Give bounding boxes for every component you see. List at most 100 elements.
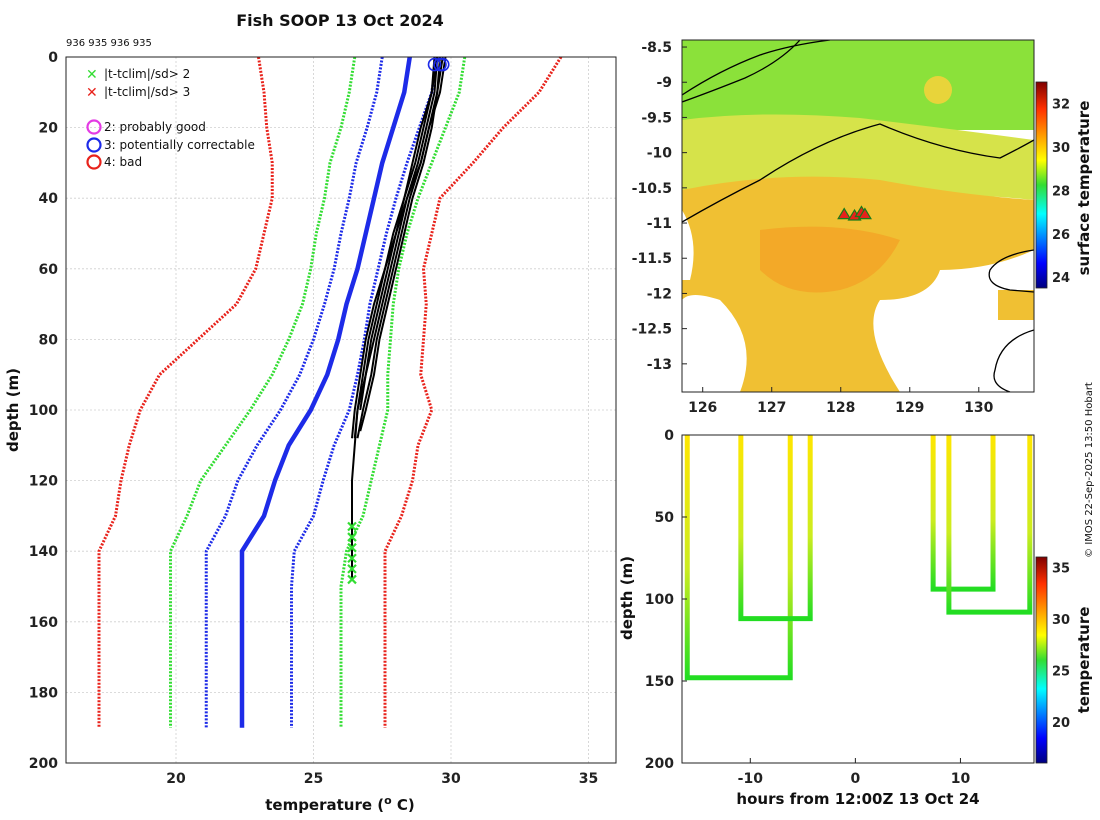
- drop-ids: 936 935 936 935: [66, 38, 152, 49]
- map-panel: 126 127 128 129 130 -8.5 -9 -9.5 -10 -10.5 -11 -11.…: [632, 39, 1093, 416]
- station-marker: [837, 207, 852, 220]
- legend-flag4-circle: [86, 154, 102, 170]
- map-y-tick: -11.5: [632, 251, 672, 267]
- map-ticks: 126 127 128 129 130 -8.5 -9 -9.5 -10 -10.5 -11 -11.…: [632, 40, 994, 416]
- profile-x-label-sup: o: [384, 794, 392, 807]
- sst-north-band: [682, 40, 1034, 130]
- temperature-colorbar-label: temperature: [1075, 607, 1093, 714]
- legend-flag3-circle: [86, 137, 102, 153]
- profile-y-tick: 200: [29, 756, 58, 772]
- timeline-drops: [684, 435, 1033, 681]
- profile-panel: 20 25 30 35 0 20 40 60 80 100 120 140 160 180 200 dept…: [4, 50, 617, 814]
- sst-colorbar-label: surface temperature: [1075, 101, 1093, 276]
- profile-y-tick: 180: [29, 685, 58, 701]
- timeline-x-tick: -10: [738, 771, 764, 787]
- map-frame: [681, 39, 1035, 393]
- legend-sd2-label: |t-tclim|/sd> 2: [104, 67, 190, 81]
- map-y-tick: -10.5: [632, 181, 672, 197]
- map-x-tick: 128: [826, 400, 855, 416]
- sst-colorbar: [1035, 81, 1048, 289]
- profile-x-tick: 20: [166, 771, 186, 787]
- coastline-north: [682, 40, 831, 96]
- timeline-y-tick: 100: [645, 592, 674, 608]
- profile-line-2: [351, 56, 436, 439]
- profile-x-label: temperature (o C): [265, 794, 415, 814]
- flagged-point: [347, 574, 357, 585]
- map-y-tick: -9: [656, 75, 672, 91]
- map-x-tick: 129: [895, 400, 924, 416]
- profile-line-3: [359, 56, 444, 432]
- climatology-mean: [239, 56, 412, 728]
- legend-red-x: ✕: [86, 85, 98, 101]
- profile-y-tick: 100: [29, 403, 58, 419]
- sst-colorbar-ticks: 24 26 28 30 32: [1052, 98, 1070, 286]
- sst-warm-patch: [924, 76, 952, 104]
- climatology-plus3: [383, 56, 563, 728]
- profile-axes-frame: [65, 56, 617, 764]
- coastline-north-2: [682, 40, 801, 103]
- sst-warm-core: [760, 226, 900, 293]
- timeline-y-label: depth (m): [618, 556, 636, 640]
- climatology-minus3: [97, 56, 274, 728]
- credit-text: © IMOS 22-Sep-2025 13:50 Hobart: [1084, 382, 1095, 558]
- profile-grid: [66, 56, 616, 764]
- flagged-point: [347, 532, 357, 542]
- timeline-plot-area: [682, 435, 1034, 763]
- map-y-tick: -12: [647, 286, 672, 302]
- sst-colorbar-tick: 28: [1052, 184, 1070, 199]
- ridge-contour: [682, 123, 1034, 223]
- drop-trace-3: [946, 435, 1033, 615]
- profile-y-tick: 0: [48, 50, 58, 66]
- profile-x-tick: 30: [441, 771, 461, 787]
- flagged-point: [347, 564, 357, 574]
- station-marker: [857, 207, 872, 220]
- legend-flag2-circle: [86, 119, 102, 135]
- profile-y-tick: 20: [39, 121, 59, 137]
- sst-colorbar-tick: 24: [1052, 271, 1070, 286]
- map-x-tick: 130: [964, 400, 993, 416]
- drop-trace-2: [930, 435, 996, 592]
- cloud-gap-east: [940, 300, 1034, 392]
- profile-y-tick: 40: [39, 191, 59, 207]
- profile-x-tick: 35: [579, 771, 598, 787]
- figure-title: Fish SOOP 13 Oct 2024: [236, 11, 444, 30]
- climatology-plus1: [290, 56, 439, 728]
- sst-colorbar-tick: 30: [1052, 141, 1070, 156]
- timeline-x-label: hours from 12:00Z 13 Oct 24: [736, 790, 979, 808]
- map-stations: [837, 205, 872, 221]
- profile-x-tick: 25: [304, 771, 323, 787]
- legend-flag4-label: 4: bad: [104, 155, 142, 169]
- legend-sd3-label: |t-tclim|/sd> 3: [104, 85, 190, 99]
- map-y-tick: -10: [647, 146, 673, 162]
- profile-line-4: [351, 56, 439, 580]
- profile-line-5: [359, 56, 447, 411]
- drop-trace-1: [738, 435, 813, 622]
- map-y-tick: -12.5: [632, 322, 672, 338]
- timeline-y-tick: 150: [645, 674, 674, 690]
- legend-green-x: ✕: [86, 67, 98, 83]
- profile-x-label-end: C): [392, 796, 415, 814]
- temperature-colorbar-tick: 30: [1052, 613, 1070, 628]
- timeline-y-tick: 0: [664, 428, 674, 444]
- temperature-colorbar-tick: 20: [1052, 716, 1070, 731]
- temperature-colorbar-tick: 25: [1052, 664, 1070, 679]
- flagged-point: [347, 521, 357, 532]
- legend-flag2-label: 2: probably good: [104, 120, 206, 134]
- temperature-colorbar-tick: 35: [1052, 561, 1070, 576]
- map-y-tick: -8.5: [641, 40, 672, 56]
- map-y-tick: -9.5: [641, 110, 672, 126]
- cloud-gap-west: [682, 210, 694, 280]
- profile-y-tick: 80: [39, 332, 59, 348]
- sst-colorbar-tick: 32: [1052, 98, 1070, 113]
- temperature-colorbar: [1035, 556, 1048, 764]
- timeline-y-tick: 200: [645, 756, 674, 772]
- timeline-x-tick: 0: [850, 771, 860, 787]
- sst-east-patch: [998, 290, 1034, 320]
- timeline-y-tick: 50: [655, 510, 675, 526]
- temperature-colorbar-ticks: 20 25 30 35: [1052, 561, 1070, 731]
- climatology-lines: [97, 56, 563, 728]
- profile-plot-area: [66, 57, 616, 763]
- qc-circle: [435, 57, 450, 72]
